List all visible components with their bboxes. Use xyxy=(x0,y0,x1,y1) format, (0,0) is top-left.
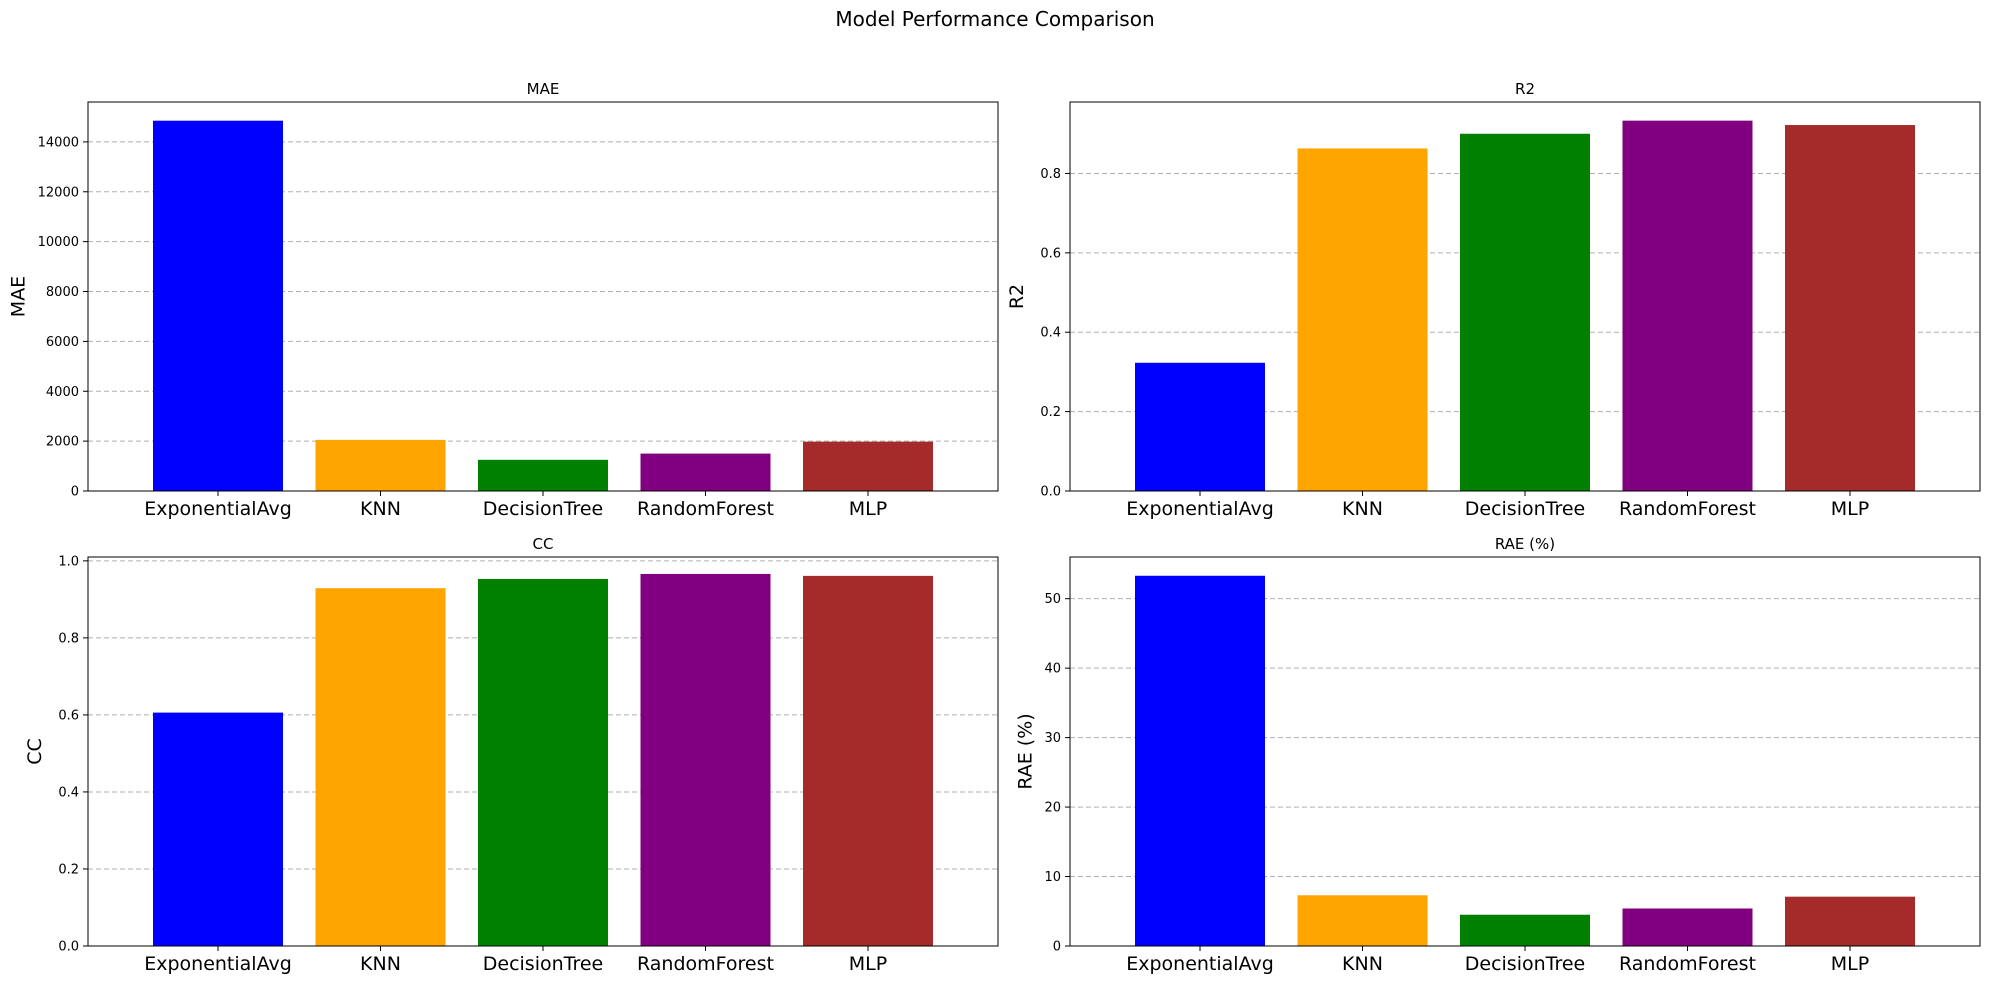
x-tick-label: KNN xyxy=(1342,498,1383,520)
x-tick-label: ExponentialAvg xyxy=(144,498,292,520)
y-tick-label: 50 xyxy=(1044,592,1061,607)
y-tick-label: 30 xyxy=(1044,731,1061,746)
x-tick-label: DecisionTree xyxy=(483,498,603,520)
x-tick-label: DecisionTree xyxy=(1465,498,1585,520)
y-axis-label: R2 xyxy=(1006,284,1028,309)
y-tick-label: 0.0 xyxy=(58,940,79,955)
x-tick-label: RandomForest xyxy=(637,953,774,975)
x-tick-label: RandomForest xyxy=(1619,953,1756,975)
y-tick-label: 0 xyxy=(1053,940,1061,955)
y-axis-label: CC xyxy=(24,738,46,765)
subplot-title: R2 xyxy=(1515,80,1535,98)
y-tick-label: 0.6 xyxy=(58,708,79,723)
y-axis-label: MAE xyxy=(8,276,30,317)
x-tick-label: RandomForest xyxy=(1619,498,1756,520)
y-tick-label: 12000 xyxy=(38,185,79,200)
y-tick-label: 0 xyxy=(71,485,79,500)
bar-decisiontree xyxy=(1460,914,1590,946)
y-tick-label: 0.4 xyxy=(1040,326,1061,341)
bar-randomforest xyxy=(640,453,771,491)
axes-frame xyxy=(1069,101,1981,492)
bar-exponentialavg xyxy=(153,712,283,946)
x-tick-label: DecisionTree xyxy=(483,953,603,975)
x-tick-label: DecisionTree xyxy=(1465,953,1585,975)
x-tick-label: RandomForest xyxy=(637,498,774,520)
bar-exponentialavg xyxy=(153,120,283,492)
x-tick-label: KNN xyxy=(360,953,401,975)
bar-exponentialavg xyxy=(1135,362,1265,491)
chart-r2: ExponentialAvg KNN DecisionTree RandomFores… xyxy=(1006,80,1981,520)
bar-decisiontree xyxy=(478,459,608,491)
bar-randomforest xyxy=(1622,908,1753,946)
y-tick-label: 0.8 xyxy=(1040,167,1061,182)
bar-decisiontree xyxy=(478,578,608,946)
subplot-grid: ExponentialAvg KNN DecisionTree RandomFores… xyxy=(8,80,1981,975)
x-tick-label: MLP xyxy=(849,498,887,520)
x-tick-label: KNN xyxy=(1342,953,1383,975)
figure-title: Model Performance Comparison xyxy=(835,7,1154,31)
y-tick-label: 10000 xyxy=(38,235,79,250)
y-tick-label: 1.0 xyxy=(58,554,79,569)
bar-knn xyxy=(315,439,446,491)
y-tick-label: 40 xyxy=(1044,662,1061,677)
y-tick-label: 8000 xyxy=(46,285,79,300)
x-tick-label: MLP xyxy=(1831,498,1869,520)
y-tick-label: 6000 xyxy=(46,335,79,350)
subplot-title: MAE xyxy=(527,80,560,98)
y-tick-label: 0.2 xyxy=(1040,405,1061,420)
x-tick-label: KNN xyxy=(360,498,401,520)
bar-mlp xyxy=(803,441,933,491)
bar-mlp xyxy=(1785,896,1915,946)
subplot-title: RAE (%) xyxy=(1495,535,1555,553)
bar-exponentialavg xyxy=(1135,575,1265,946)
axes-frame xyxy=(87,556,999,947)
y-tick-label: 14000 xyxy=(38,135,79,150)
bar-randomforest xyxy=(640,573,771,946)
y-tick-label: 10 xyxy=(1044,870,1061,885)
x-tick-label: MLP xyxy=(849,953,887,975)
bar-knn xyxy=(315,588,446,946)
bar-mlp xyxy=(1785,125,1915,491)
y-tick-label: 0.8 xyxy=(58,631,79,646)
y-tick-label: 0.6 xyxy=(1040,246,1061,261)
bar-knn xyxy=(1297,148,1428,491)
y-axis-label: RAE (%) xyxy=(1014,713,1036,789)
x-tick-label: ExponentialAvg xyxy=(1126,498,1274,520)
y-tick-label: 0.2 xyxy=(58,862,79,877)
chart-cc: ExponentialAvg KNN DecisionTree RandomFores… xyxy=(24,535,999,975)
chart-rae: ExponentialAvg KNN DecisionTree RandomFores… xyxy=(1014,535,1981,975)
bar-randomforest xyxy=(1622,120,1753,491)
axes-frame xyxy=(87,101,999,492)
y-tick-label: 4000 xyxy=(46,385,79,400)
y-tick-label: 0.4 xyxy=(58,785,79,800)
x-tick-label: ExponentialAvg xyxy=(144,953,292,975)
axes-frame xyxy=(1069,556,1981,947)
x-tick-label: MLP xyxy=(1831,953,1869,975)
chart-mae: ExponentialAvg KNN DecisionTree RandomFores… xyxy=(8,80,999,520)
x-tick-label: ExponentialAvg xyxy=(1126,953,1274,975)
bar-mlp xyxy=(803,575,933,946)
bar-knn xyxy=(1297,895,1428,946)
bar-decisiontree xyxy=(1460,133,1590,491)
y-tick-label: 20 xyxy=(1044,801,1061,816)
y-tick-label: 0.0 xyxy=(1040,485,1061,500)
subplot-title: CC xyxy=(533,535,554,553)
y-tick-label: 2000 xyxy=(46,435,79,450)
